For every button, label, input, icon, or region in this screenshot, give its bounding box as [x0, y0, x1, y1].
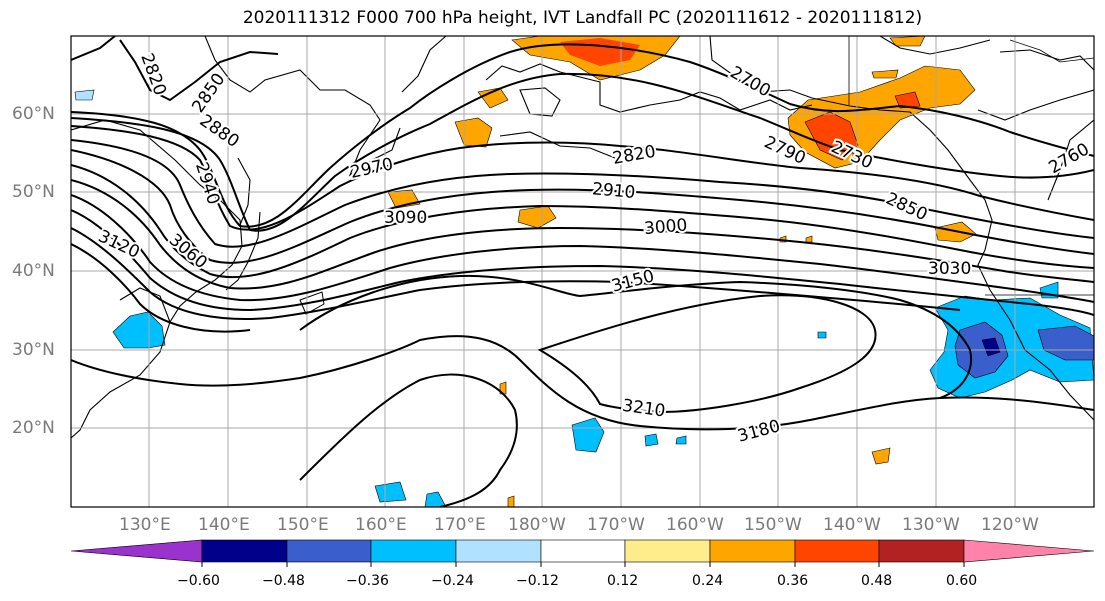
colorbar-extend-low	[70, 539, 203, 563]
lon-label: 170°W	[587, 515, 645, 535]
lat-label: 30°N	[12, 340, 55, 360]
lon-label: 160°W	[666, 515, 724, 535]
contour-label: 3090	[384, 208, 427, 228]
lon-label: 130°W	[902, 515, 960, 535]
lon-label: 120°W	[981, 515, 1039, 535]
coastlines	[71, 36, 1094, 439]
contour-label: 2910	[591, 179, 636, 203]
lat-label: 50°N	[12, 182, 55, 202]
ivt-negative-shading	[74, 89, 1094, 507]
ivt-positive-shading	[387, 36, 977, 507]
colorbar-tick-label: −0.60	[177, 573, 220, 589]
lat-label: 40°N	[12, 261, 55, 281]
colorbar	[70, 539, 1095, 567]
lon-label: 160°E	[355, 515, 407, 535]
lat-label: 60°N	[12, 104, 55, 124]
lon-label: 150°W	[744, 515, 802, 535]
colorbar-tick-label: −0.24	[431, 573, 474, 589]
lon-label: 170°E	[434, 515, 486, 535]
map-title: 2020111312 F000 700 hPa height, IVT Land…	[242, 8, 923, 28]
colorbar-tick-label: 0.24	[692, 573, 724, 589]
colorbar-tick-label: −0.48	[262, 573, 305, 589]
colorbar-tick-label: 0.60	[946, 573, 978, 589]
colorbar-tick-label: 0.48	[861, 573, 893, 589]
colorbar-tick-label: −0.12	[516, 573, 559, 589]
lon-label: 150°E	[277, 515, 329, 535]
lon-label: 140°E	[198, 515, 250, 535]
colorbar-tick-label: 0.12	[607, 573, 639, 589]
lat-label: 20°N	[12, 418, 55, 438]
colorbar-extend-high	[963, 539, 1095, 563]
map-frame	[70, 35, 1095, 508]
lon-label: 180°W	[508, 515, 566, 535]
colorbar-tick-label: −0.36	[346, 573, 389, 589]
lon-label: 140°W	[823, 515, 881, 535]
height-contours	[71, 36, 1094, 507]
borders	[848, 36, 1094, 296]
contour-label: 3000	[643, 215, 688, 239]
contour-label: 3030	[928, 259, 971, 279]
colorbar-tick-label: 0.36	[777, 573, 809, 589]
lon-label: 130°E	[119, 515, 171, 535]
graticule	[71, 36, 1094, 507]
